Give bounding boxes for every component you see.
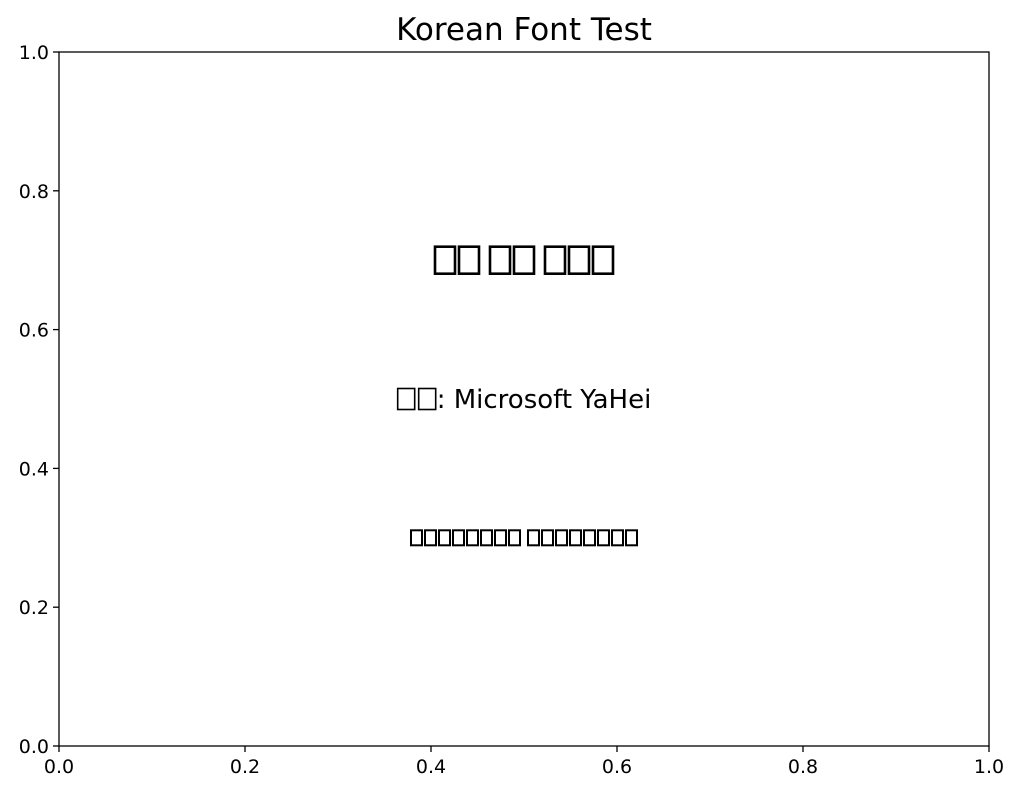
missing-glyph-box [541, 529, 554, 547]
missing-glyph-box [424, 529, 437, 547]
missing-glyph-box [527, 529, 540, 547]
missing-glyph-box [457, 245, 481, 275]
annotation-text [410, 529, 638, 547]
missing-glyph-box [438, 529, 451, 547]
annotation-text: : Microsoft YaHei [396, 385, 652, 415]
y-tick-label: 0.4 [19, 458, 49, 480]
x-tick-label: 0.2 [230, 756, 260, 778]
missing-glyph-box [597, 529, 610, 547]
plot-area-frame [58, 51, 990, 747]
y-tick-label: 0.8 [19, 181, 49, 203]
y-tick-label: 1.0 [19, 42, 49, 64]
missing-glyph-box [611, 529, 624, 547]
missing-glyph-box [494, 529, 507, 547]
missing-glyph-box [543, 245, 567, 275]
missing-glyph-box [433, 245, 457, 275]
y-axis: 0.0 0.2 0.4 0.6 0.8 1.0 [19, 42, 59, 758]
missing-glyph-box [569, 529, 582, 547]
missing-glyph-box [488, 245, 512, 275]
chart-title: Korean Font Test [396, 12, 652, 48]
missing-glyph-box [466, 529, 479, 547]
plot-axes: 0.0 0.2 0.4 0.6 0.8 1.0 0.0 0.2 0.4 0.6 0.8 1.0 : … [19, 42, 1004, 778]
x-tick-label: 0.4 [416, 756, 446, 778]
y-tick-label: 0.6 [19, 320, 49, 342]
missing-glyph-box [567, 245, 591, 275]
y-tick-label: 0.2 [19, 597, 49, 619]
missing-glyph-box [583, 529, 596, 547]
missing-glyph-box [396, 387, 416, 411]
annotation-suffix-text: : Microsoft YaHei [437, 385, 652, 415]
x-tick-label: 0.6 [602, 756, 632, 778]
x-tick-label: 0.0 [44, 756, 74, 778]
missing-glyph-box [625, 529, 638, 547]
missing-glyph-box [512, 245, 536, 275]
missing-glyph-box [417, 387, 437, 411]
x-tick-label: 0.8 [788, 756, 818, 778]
missing-glyph-box [480, 529, 493, 547]
x-axis: 0.0 0.2 0.4 0.6 0.8 1.0 [44, 746, 1004, 778]
missing-glyph-box [410, 529, 423, 547]
annotation-layer: : Microsoft YaHei [396, 245, 652, 547]
missing-glyph-box [555, 529, 568, 547]
missing-glyph-box [452, 529, 465, 547]
annotation-text [433, 245, 615, 275]
x-tick-label: 1.0 [974, 756, 1004, 778]
missing-glyph-box [508, 529, 521, 547]
y-tick-label: 0.0 [19, 736, 49, 758]
missing-glyph-box [591, 245, 615, 275]
